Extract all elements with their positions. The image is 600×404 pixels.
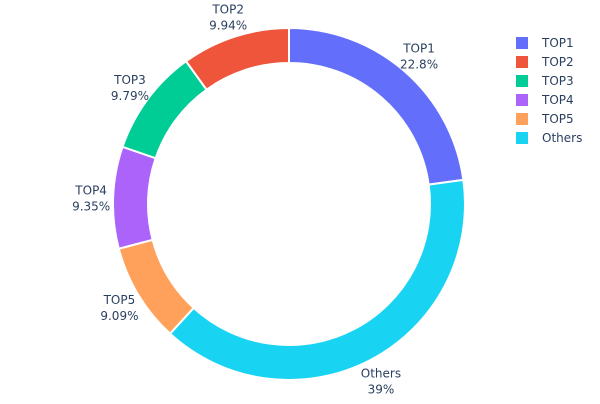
slice-label-top2: TOP2 9.94% <box>209 3 247 33</box>
legend-swatch <box>516 37 528 49</box>
legend-item-others[interactable]: Others <box>516 131 582 145</box>
slice-label-others: Others 39% <box>361 366 401 396</box>
legend-label: TOP5 <box>541 112 574 126</box>
legend-swatch <box>516 113 528 125</box>
legend-label: TOP4 <box>541 93 574 107</box>
legend-item-top3[interactable]: TOP3 <box>516 74 574 88</box>
legend-item-top2[interactable]: TOP2 <box>516 55 574 69</box>
legend-label: TOP2 <box>541 55 574 69</box>
slice-labels: TOP1 22.8% Others 39% TOP5 9.09% TOP4 9.35% TOP3… <box>72 3 438 397</box>
legend-label: TOP3 <box>541 74 574 88</box>
legend-swatch <box>516 94 528 106</box>
legend-swatch <box>516 75 528 87</box>
legend-item-top4[interactable]: TOP4 <box>516 93 574 107</box>
slice-label-top5: TOP5 9.09% <box>100 293 138 323</box>
slices <box>112 26 466 381</box>
legend-label: TOP1 <box>541 36 574 50</box>
legend-swatch <box>516 56 528 68</box>
slice-top2[interactable] <box>184 26 290 92</box>
slice-others[interactable] <box>168 178 466 381</box>
slice-top4[interactable] <box>112 145 157 250</box>
legend-label: Others <box>542 131 582 145</box>
slice-label-top4: TOP4 9.35% <box>72 184 110 214</box>
slice-label-top1: TOP1 22.8% <box>400 42 438 72</box>
slice-top1[interactable] <box>288 26 465 186</box>
legend-item-top1[interactable]: TOP1 <box>516 36 574 50</box>
slice-label-top3: TOP3 9.79% <box>111 73 149 103</box>
legend: TOP1 TOP2 TOP3 TOP4 TOP5 Others <box>516 36 582 145</box>
legend-item-top5[interactable]: TOP5 <box>516 112 574 126</box>
legend-swatch <box>516 132 528 144</box>
